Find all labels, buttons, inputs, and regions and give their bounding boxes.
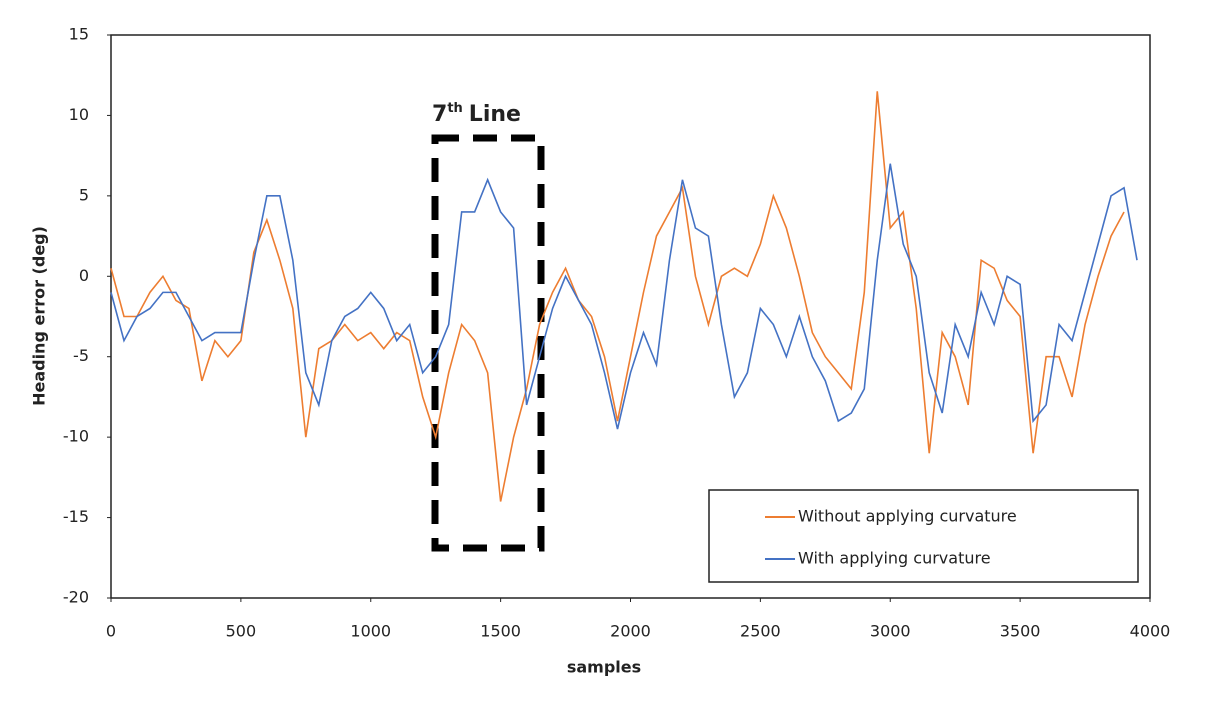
annotation-tail: Line bbox=[469, 102, 521, 127]
x-tick-label: 0 bbox=[106, 622, 116, 641]
series-line bbox=[110, 91, 1125, 502]
legend-label: With applying curvature bbox=[798, 549, 991, 568]
annotation-sup: th bbox=[447, 101, 462, 116]
x-axis-label: samples bbox=[567, 658, 641, 677]
x-tick-label: 4000 bbox=[1130, 622, 1171, 641]
y-tick-label: 15 bbox=[69, 25, 89, 44]
x-tick-label: 3500 bbox=[1000, 622, 1041, 641]
x-tick-label: 500 bbox=[226, 622, 257, 641]
y-tick-label: -10 bbox=[63, 427, 89, 446]
series-line bbox=[110, 163, 1138, 430]
annotation-base: 7 bbox=[432, 102, 447, 127]
y-axis-label: Heading error (deg) bbox=[30, 226, 49, 406]
y-tick-label: -20 bbox=[63, 588, 89, 607]
x-tick-label: 2000 bbox=[610, 622, 651, 641]
x-tick-label: 2500 bbox=[740, 622, 781, 641]
legend-box bbox=[708, 489, 1139, 583]
y-tick-label: 0 bbox=[79, 266, 89, 285]
y-tick-label: 5 bbox=[79, 185, 89, 204]
highlight-box bbox=[431, 134, 545, 552]
marks bbox=[110, 91, 1138, 502]
x-tick-label: 1000 bbox=[350, 622, 391, 641]
y-tick-label: 10 bbox=[69, 105, 89, 124]
y-tick-label: -15 bbox=[63, 507, 89, 526]
annotation: 7th Line bbox=[432, 101, 521, 128]
x-tick-label: 1500 bbox=[480, 622, 521, 641]
legend-label: Without applying curvature bbox=[798, 507, 1017, 526]
x-tick-label: 3000 bbox=[870, 622, 911, 641]
y-tick-label: -5 bbox=[73, 346, 89, 365]
